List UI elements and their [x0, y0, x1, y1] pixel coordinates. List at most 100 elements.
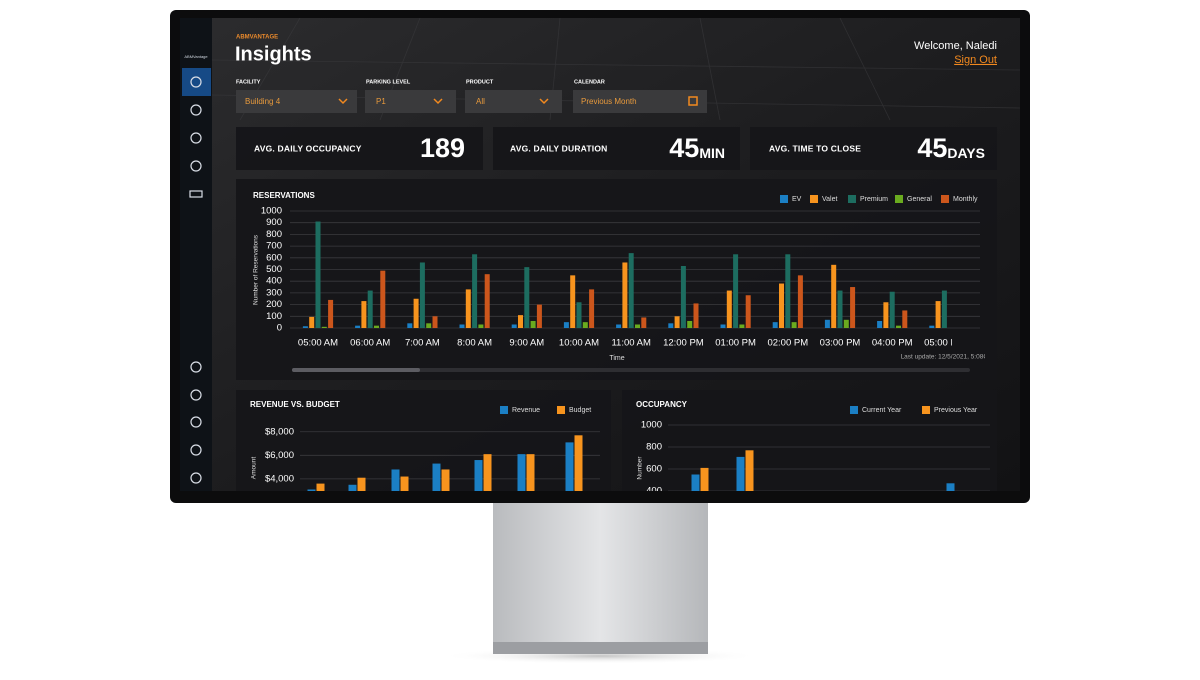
- y-tick-label: 800: [646, 442, 662, 453]
- bar: [357, 477, 366, 491]
- chart-card: [622, 390, 997, 491]
- stand-base: [493, 642, 708, 654]
- x-tick-label: 9:00 AM: [509, 338, 544, 349]
- nav-icon[interactable]: [190, 132, 202, 144]
- y-tick-label: 200: [266, 299, 282, 310]
- nav-icon[interactable]: [190, 160, 202, 172]
- chart: REVENUE VS. BUDGET $4,000 $6,000 $8,000 Amou…: [250, 400, 600, 491]
- nav-icon[interactable]: [190, 389, 202, 401]
- bar: [946, 483, 955, 491]
- bar: [309, 316, 315, 328]
- dropdown[interactable]: [365, 90, 456, 113]
- x-tick-label: 01:00 PM: [715, 338, 756, 349]
- nav-icon[interactable]: [190, 76, 202, 88]
- bar: [315, 221, 321, 328]
- bar: [361, 301, 367, 328]
- sign-out[interactable]: Sign Out: [954, 54, 997, 66]
- bar: [902, 310, 908, 328]
- legend-swatch: [500, 406, 508, 414]
- legend-swatch: [922, 406, 930, 414]
- bar: [739, 324, 745, 328]
- date-picker[interactable]: [573, 90, 707, 113]
- chart: OCCUPANCY 400 600 800 1000 Number Current Year…: [636, 400, 990, 491]
- last-update: Last update: 12/5/2021, 5:08CT: [901, 354, 992, 361]
- calendar-icon: [688, 96, 698, 106]
- bar: [441, 469, 450, 491]
- bar: [745, 295, 751, 328]
- bar: [563, 322, 569, 328]
- legend-label: Monthly: [953, 196, 978, 203]
- bar: [419, 262, 425, 328]
- stand: [493, 502, 708, 644]
- bar: [691, 474, 700, 491]
- y-tick-label: $4,000: [265, 473, 294, 484]
- sidebar: [180, 18, 212, 491]
- chart-card: [236, 390, 611, 491]
- x-tick-label: 8:00 AM: [457, 338, 492, 349]
- legend-swatch: [848, 195, 856, 203]
- bar: [883, 302, 889, 328]
- filters: FACILITY Building 4 PARKING LEVEL P1 PRO…: [236, 79, 707, 113]
- kpi-number: 45: [669, 133, 699, 163]
- y-axis-label: Amount: [251, 457, 258, 480]
- bar: [687, 320, 693, 328]
- legend-swatch: [780, 195, 788, 203]
- bar: [530, 320, 536, 328]
- filter-value: P1: [376, 97, 386, 106]
- dropdown[interactable]: [236, 90, 357, 113]
- bar: [837, 290, 843, 328]
- nav-icon[interactable]: [189, 190, 203, 198]
- bar: [896, 325, 901, 328]
- legend-label: Budget: [569, 407, 591, 414]
- nav-active[interactable]: [182, 68, 211, 96]
- bar: [641, 317, 647, 328]
- bar: [733, 254, 739, 328]
- legend-swatch: [557, 406, 565, 414]
- filter-value: All: [476, 97, 485, 106]
- welcome: Welcome, Naledi: [914, 40, 997, 52]
- bar: [478, 324, 484, 328]
- nav-icon[interactable]: [190, 416, 202, 428]
- legend-label: Premium: [860, 196, 888, 203]
- nav-icon[interactable]: [190, 444, 202, 456]
- legend-label: Current Year: [862, 407, 902, 414]
- bar: [693, 303, 699, 328]
- dropdown[interactable]: [465, 90, 562, 113]
- y-tick-label: 1000: [261, 206, 282, 217]
- legend-label: Previous Year: [934, 407, 978, 414]
- y-axis-label: Number: [637, 456, 644, 480]
- bar: [407, 323, 413, 328]
- bar: [518, 315, 523, 328]
- page-title: Insights: [235, 43, 312, 65]
- charts: RESERVATIONS0100200300400500600700800900…: [250, 191, 992, 491]
- legend-swatch: [895, 195, 903, 203]
- bar: [511, 324, 517, 328]
- nav-icon[interactable]: [190, 361, 202, 373]
- kpi-label: AVG. DAILY OCCUPANCY: [254, 143, 362, 153]
- y-tick-label: 900: [266, 217, 282, 228]
- scrollbar-track: [292, 368, 970, 372]
- bar: [307, 489, 316, 491]
- kpi-label: AVG. TIME TO CLOSE: [769, 143, 861, 153]
- chevron: [433, 98, 443, 105]
- bar: [321, 326, 327, 328]
- nav-icon[interactable]: [190, 104, 202, 116]
- bar: [589, 289, 595, 328]
- bar: [736, 456, 745, 491]
- kpi-value: 189: [420, 133, 465, 163]
- filter-label: FACILITY: [236, 79, 261, 85]
- screen: ABMVantage ABMVANTAGE Insights Welcome, …: [180, 18, 1020, 491]
- x-tick-label: 02:00 PM: [767, 338, 808, 349]
- kpi-unit: MIN: [699, 145, 725, 161]
- scrollbar-thumb[interactable]: [292, 368, 420, 372]
- bar: [484, 274, 490, 328]
- chart-card: [236, 179, 997, 380]
- y-tick-label: 1000: [641, 420, 662, 431]
- y-tick-label: $6,000: [265, 450, 294, 461]
- y-tick-label: 700: [266, 241, 282, 252]
- bar: [524, 267, 530, 328]
- bar: [700, 467, 709, 491]
- bar: [668, 323, 674, 328]
- filter-label: CALENDAR: [574, 79, 605, 85]
- nav-icon[interactable]: [190, 472, 202, 484]
